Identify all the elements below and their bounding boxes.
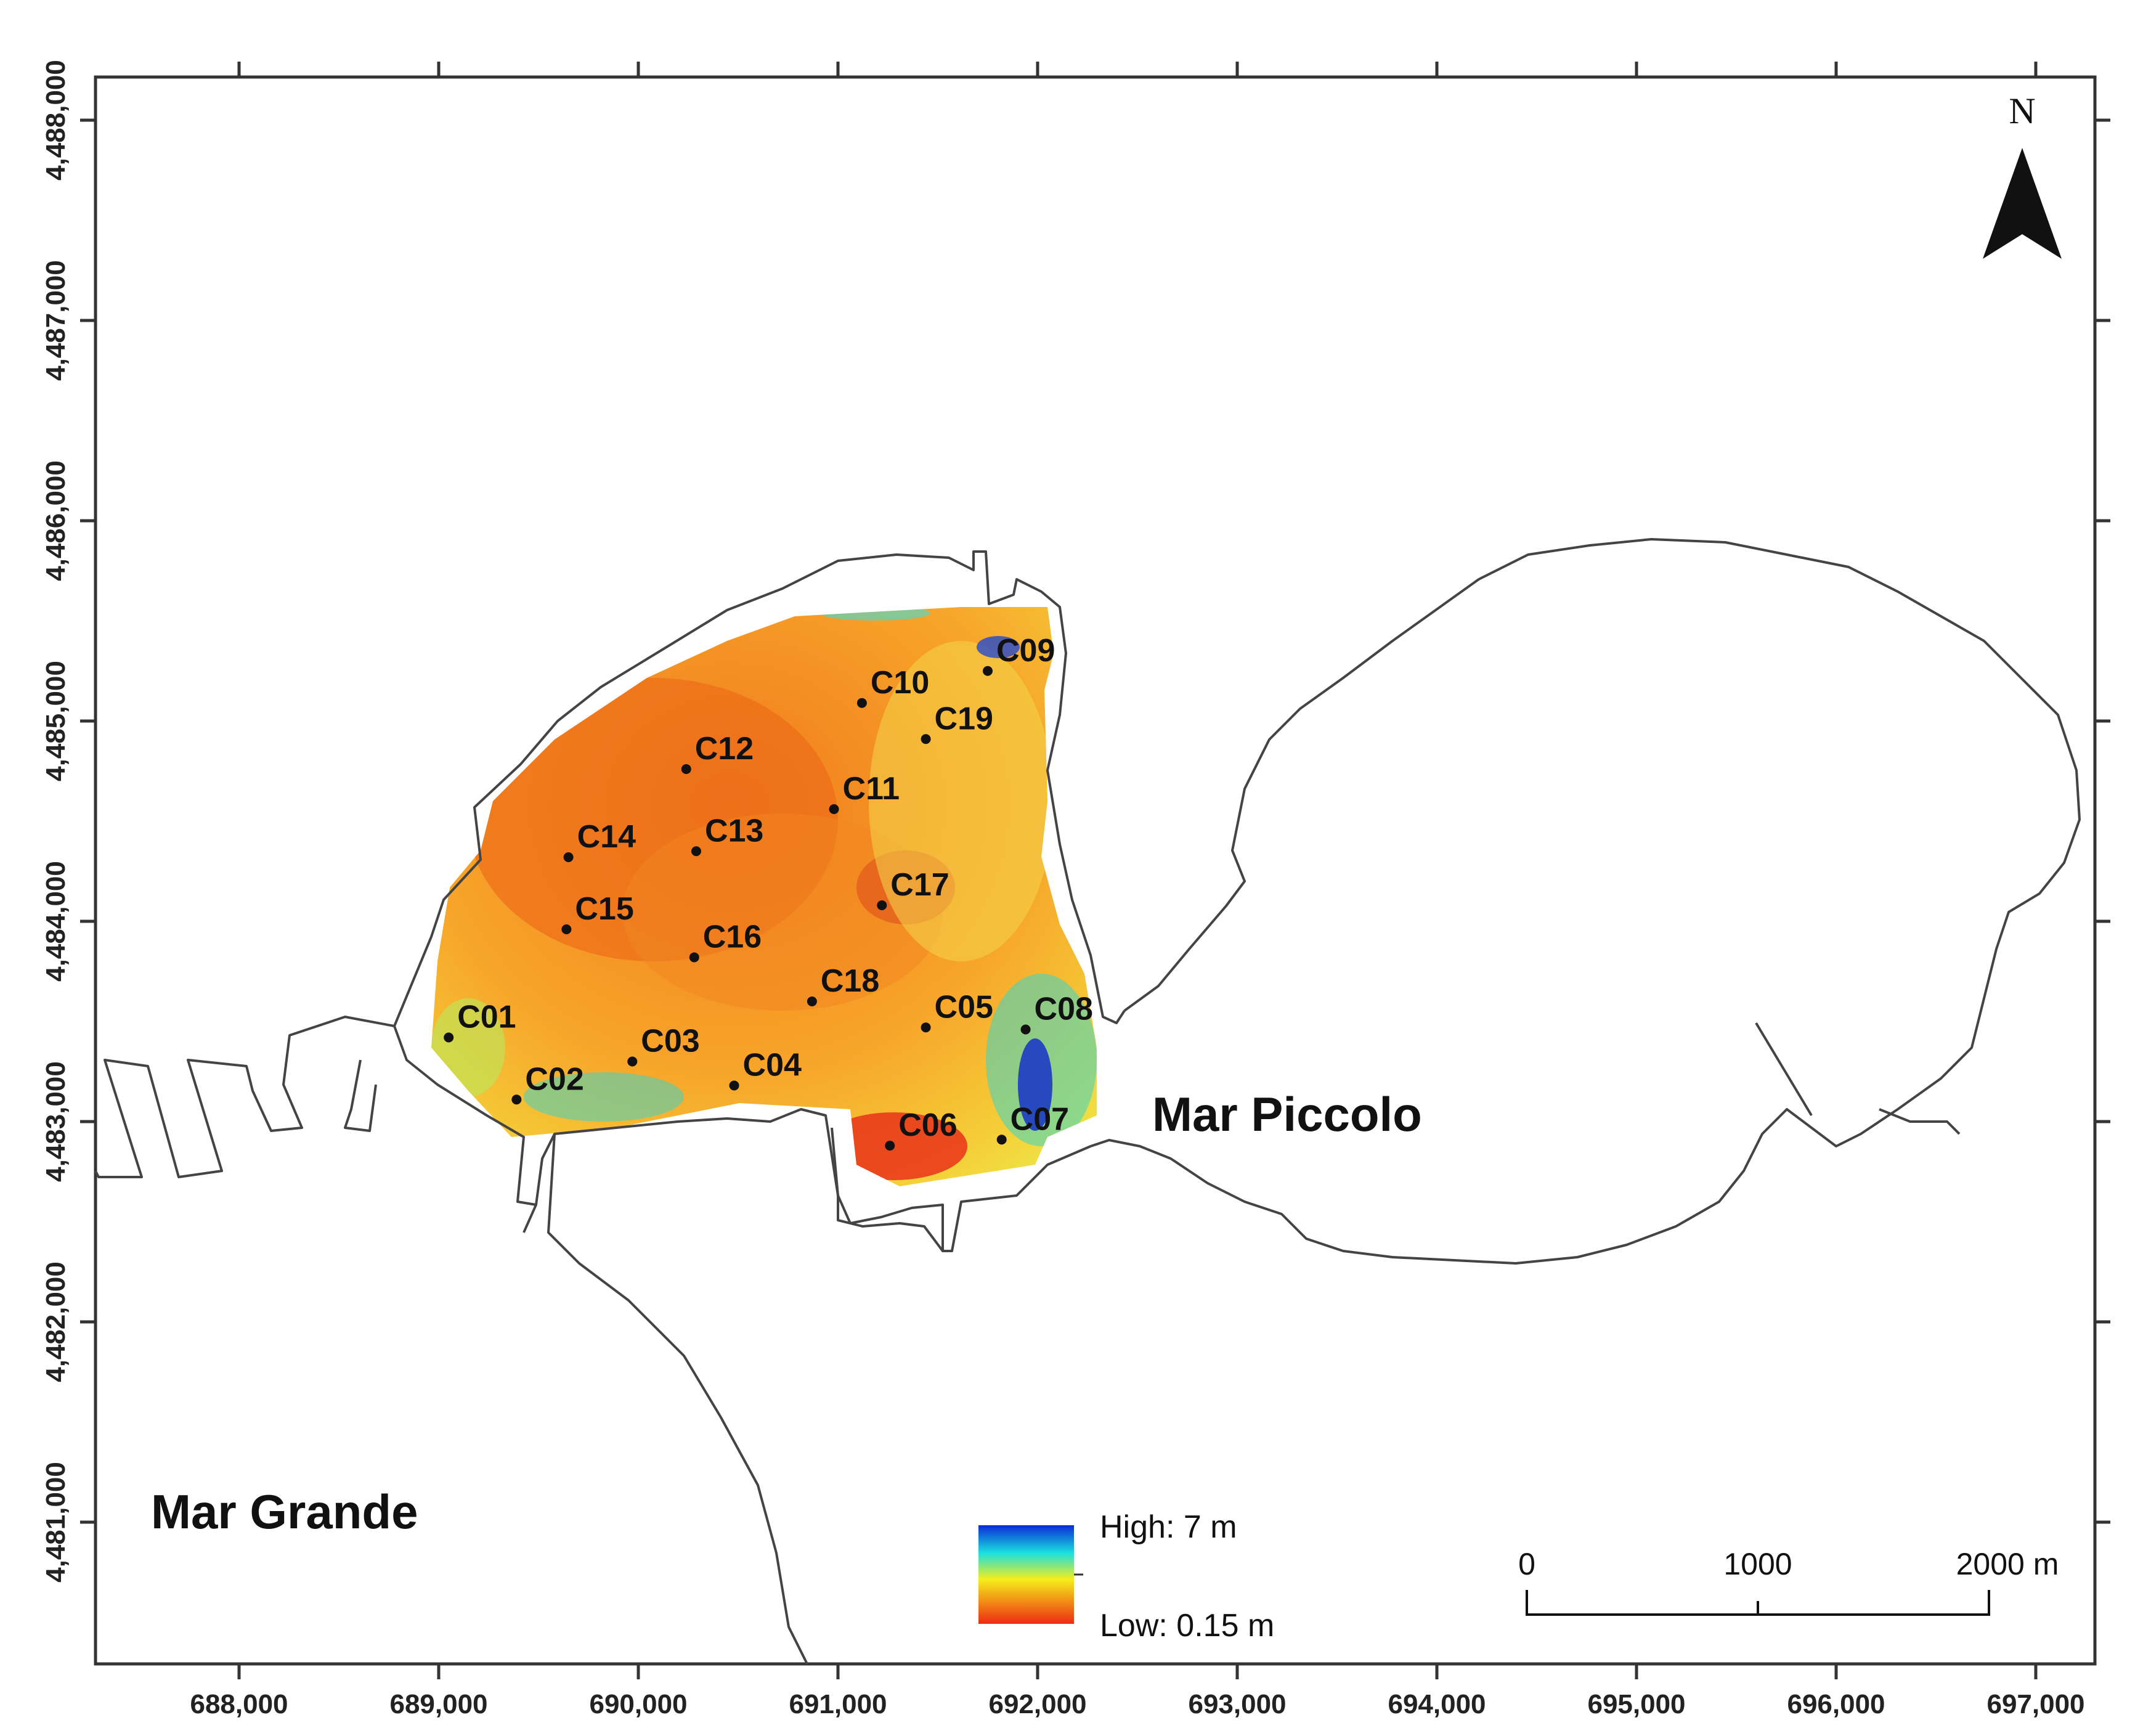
- station-label: C11: [843, 771, 900, 807]
- station-point: [1020, 1024, 1031, 1035]
- x-tick-label: 690,000: [589, 1689, 687, 1719]
- axis-ticks: [80, 62, 2110, 1679]
- y-tick-label: 4,488,000: [41, 60, 71, 181]
- station-point: [511, 1094, 522, 1105]
- station-point: [921, 1022, 931, 1033]
- coastline-west-harbour: [94, 1016, 395, 1178]
- station-point: [885, 1141, 895, 1151]
- station-label: C12: [695, 731, 754, 767]
- y-tick-label: 4,486,000: [41, 460, 71, 581]
- coastline: [94, 538, 2081, 1665]
- north-letter: N: [2009, 91, 2035, 131]
- station-point: [561, 924, 572, 934]
- station-point: [681, 764, 691, 774]
- station-point: [729, 1080, 739, 1091]
- station-label: C06: [898, 1107, 957, 1143]
- station-label: C13: [705, 813, 763, 849]
- station-label: C02: [525, 1061, 583, 1097]
- station-label: C05: [935, 989, 993, 1025]
- station-point: [877, 900, 887, 910]
- station-label: C17: [890, 867, 949, 903]
- x-tick-label: 689,000: [389, 1689, 487, 1719]
- y-tick-label: 4,487,000: [41, 260, 71, 381]
- coastline-first-inlet: [393, 550, 1126, 1027]
- x-tick-label: 694,000: [1388, 1689, 1486, 1719]
- station-label: C15: [575, 891, 633, 927]
- station-layer: C01 C02 C03 C04 C05 C06 C07 C08 C09 C10 C11 C12 C13 C…: [444, 633, 1093, 1151]
- depth-legend: High: 7 m Low: 0.15 m: [978, 1509, 1274, 1644]
- station-point: [444, 1032, 454, 1043]
- map-frame: [94, 75, 2097, 1666]
- y-tick-label: 4,484,000: [41, 861, 71, 982]
- station-point: [921, 734, 931, 744]
- station-point: [829, 804, 839, 814]
- x-tick-label: 696,000: [1787, 1689, 1885, 1719]
- x-tick-label: 688,000: [190, 1689, 288, 1719]
- north-arrow: N: [1983, 91, 2062, 259]
- station-label: C07: [1010, 1101, 1069, 1137]
- station-point: [689, 952, 699, 963]
- station-point: [996, 1135, 1007, 1145]
- station-label: C16: [703, 919, 762, 955]
- scale-label: 1000: [1723, 1547, 1792, 1581]
- coastline-mar-piccolo-jetty: [1755, 1022, 1813, 1117]
- coastline-south-peninsula: [831, 1127, 944, 1252]
- station-label: C19: [935, 701, 993, 736]
- x-tick-label: 691,000: [789, 1689, 887, 1719]
- station-label: C01: [457, 1000, 516, 1035]
- legend-colorbar: [978, 1525, 1074, 1624]
- scale-label: 2000 m: [1956, 1547, 2059, 1581]
- station-label: C14: [577, 819, 636, 855]
- scale-bar: 0 1000 2000 m: [1518, 1547, 2059, 1616]
- north-arrow-icon: [1983, 148, 2062, 259]
- x-tick-label: 695,000: [1587, 1689, 1685, 1719]
- y-axis-labels: 4,488,000 4,487,000 4,486,000 4,485,000 …: [41, 60, 71, 1583]
- station-point: [627, 1056, 638, 1067]
- x-tick-label: 692,000: [988, 1689, 1086, 1719]
- x-axis-labels: 688,000 689,000 690,000 691,000 692,000 …: [190, 1689, 2084, 1719]
- station-label: C10: [871, 665, 929, 701]
- station-label: C09: [996, 633, 1055, 669]
- coastline-west-pier: [344, 1059, 377, 1132]
- station-point: [856, 698, 867, 708]
- scale-label: 0: [1518, 1547, 1535, 1581]
- station-label: C04: [743, 1048, 802, 1083]
- station-label: C08: [1035, 992, 1093, 1027]
- depth-raster: [431, 607, 1097, 1186]
- station-label: C03: [641, 1024, 699, 1059]
- coastline-canal-east: [523, 1204, 537, 1233]
- y-tick-label: 4,481,000: [41, 1462, 71, 1583]
- coastline-mar-piccolo-inlet: [1879, 1108, 1961, 1135]
- legend-low-label: Low: 0.15 m: [1100, 1608, 1274, 1644]
- station-point: [563, 852, 574, 862]
- y-tick-label: 4,483,000: [41, 1061, 71, 1182]
- legend-high-label: High: 7 m: [1100, 1509, 1237, 1545]
- station-point: [983, 666, 993, 676]
- coastline-mar-piccolo: [1090, 538, 2081, 1265]
- station-point: [807, 996, 817, 1006]
- station-point: [691, 846, 701, 857]
- place-label-mar-grande: Mar Grande: [151, 1485, 418, 1539]
- x-tick-label: 693,000: [1188, 1689, 1286, 1719]
- coastline-south-shore: [393, 1025, 1091, 1252]
- y-tick-label: 4,485,000: [41, 661, 71, 781]
- coastline-canal-west: [547, 1133, 808, 1665]
- y-tick-label: 4,482,000: [41, 1261, 71, 1382]
- x-tick-label: 697,000: [1986, 1689, 2084, 1719]
- station-label: C18: [821, 963, 879, 999]
- place-label-mar-piccolo: Mar Piccolo: [1152, 1087, 1422, 1141]
